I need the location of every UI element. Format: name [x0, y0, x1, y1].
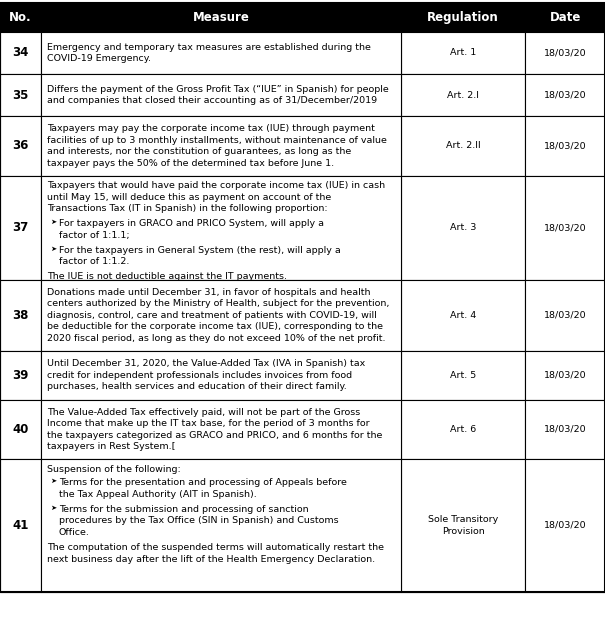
Bar — [41, 74, 401, 117]
Bar — [41, 176, 401, 280]
Bar — [0, 74, 41, 117]
Text: Art. 5: Art. 5 — [450, 371, 476, 380]
Text: 18/03/20: 18/03/20 — [544, 521, 586, 530]
Bar — [401, 74, 525, 117]
Text: Measure: Measure — [192, 11, 250, 24]
Text: 18/03/20: 18/03/20 — [544, 141, 586, 151]
Bar — [41, 459, 401, 592]
Text: ➤: ➤ — [50, 505, 56, 511]
Text: The Value-Added Tax effectively paid, will not be part of the Gross
Income that : The Value-Added Tax effectively paid, wi… — [47, 408, 382, 451]
Text: Regulation: Regulation — [427, 11, 499, 24]
Bar — [0, 351, 41, 400]
Text: Art. 2.II: Art. 2.II — [446, 141, 480, 151]
Text: 37: 37 — [13, 221, 28, 234]
Text: The IUE is not deductible against the IT payments.: The IUE is not deductible against the IT… — [47, 272, 287, 281]
Text: Sole Transitory
Provision: Sole Transitory Provision — [428, 515, 499, 536]
Bar — [41, 351, 401, 400]
Bar — [525, 117, 605, 176]
Bar — [401, 3, 525, 32]
Bar — [401, 280, 525, 351]
Bar — [41, 3, 401, 32]
Bar — [525, 176, 605, 280]
Text: ➤: ➤ — [50, 219, 56, 226]
Bar — [401, 459, 525, 592]
Bar — [0, 32, 41, 74]
Text: Suspension of the following:: Suspension of the following: — [47, 465, 180, 473]
Bar — [41, 32, 401, 74]
Text: Donations made until December 31, in favor of hospitals and health
centers autho: Donations made until December 31, in fav… — [47, 288, 389, 343]
Bar — [525, 3, 605, 32]
Bar — [525, 459, 605, 592]
Bar — [525, 74, 605, 117]
Text: Art. 1: Art. 1 — [450, 49, 476, 57]
Text: ➤: ➤ — [50, 245, 56, 252]
Text: 41: 41 — [12, 519, 29, 532]
Text: Terms for the presentation and processing of Appeals before
the Tax Appeal Autho: Terms for the presentation and processin… — [59, 478, 347, 499]
Text: 40: 40 — [12, 423, 29, 436]
Bar — [525, 351, 605, 400]
Bar — [401, 32, 525, 74]
Bar — [525, 32, 605, 74]
Text: 34: 34 — [12, 46, 29, 59]
Bar — [401, 400, 525, 459]
Text: For taxpayers in GRACO and PRICO System, will apply a
factor of 1:1.1;: For taxpayers in GRACO and PRICO System,… — [59, 219, 324, 240]
Text: Art. 4: Art. 4 — [450, 311, 476, 320]
Bar — [401, 117, 525, 176]
Bar — [0, 117, 41, 176]
Bar — [525, 400, 605, 459]
Bar — [401, 176, 525, 280]
Text: 18/03/20: 18/03/20 — [544, 371, 586, 380]
Text: Art. 3: Art. 3 — [450, 224, 476, 232]
Bar — [0, 459, 41, 592]
Bar — [0, 3, 41, 32]
Text: No.: No. — [9, 11, 32, 24]
Bar — [41, 400, 401, 459]
Bar — [0, 280, 41, 351]
Text: 39: 39 — [12, 369, 29, 382]
Text: Art. 2.I: Art. 2.I — [447, 91, 479, 100]
Text: Art. 6: Art. 6 — [450, 425, 476, 434]
Text: 18/03/20: 18/03/20 — [544, 425, 586, 434]
Text: Taxpayers that would have paid the corporate income tax (IUE) in cash
until May : Taxpayers that would have paid the corpo… — [47, 181, 385, 213]
Text: Differs the payment of the Gross Profit Tax (“IUE” in Spanish) for people
and co: Differs the payment of the Gross Profit … — [47, 85, 388, 105]
Text: 36: 36 — [12, 140, 29, 153]
Text: Emergency and temporary tax measures are established during the
COVID-19 Emergen: Emergency and temporary tax measures are… — [47, 42, 370, 63]
Text: ➤: ➤ — [50, 478, 56, 484]
Bar — [525, 280, 605, 351]
Text: 18/03/20: 18/03/20 — [544, 49, 586, 57]
Text: For the taxpayers in General System (the rest), will apply a
factor of 1:1.2.: For the taxpayers in General System (the… — [59, 245, 341, 266]
Text: Date: Date — [549, 11, 581, 24]
Text: Terms for the submission and processing of sanction
procedures by the Tax Office: Terms for the submission and processing … — [59, 505, 338, 536]
Text: 18/03/20: 18/03/20 — [544, 311, 586, 320]
Bar — [401, 351, 525, 400]
Text: Taxpayers may pay the corporate income tax (IUE) through payment
facilities of u: Taxpayers may pay the corporate income t… — [47, 125, 387, 168]
Bar — [0, 176, 41, 280]
Text: 18/03/20: 18/03/20 — [544, 91, 586, 100]
Text: 38: 38 — [12, 309, 29, 322]
Bar — [41, 117, 401, 176]
Text: 18/03/20: 18/03/20 — [544, 224, 586, 232]
Bar — [0, 400, 41, 459]
Text: Until December 31, 2020, the Value-Added Tax (IVA in Spanish) tax
credit for ind: Until December 31, 2020, the Value-Added… — [47, 359, 365, 391]
Bar — [41, 280, 401, 351]
Text: 35: 35 — [12, 88, 29, 102]
Text: The computation of the suspended terms will automatically restart the
next busin: The computation of the suspended terms w… — [47, 543, 384, 564]
